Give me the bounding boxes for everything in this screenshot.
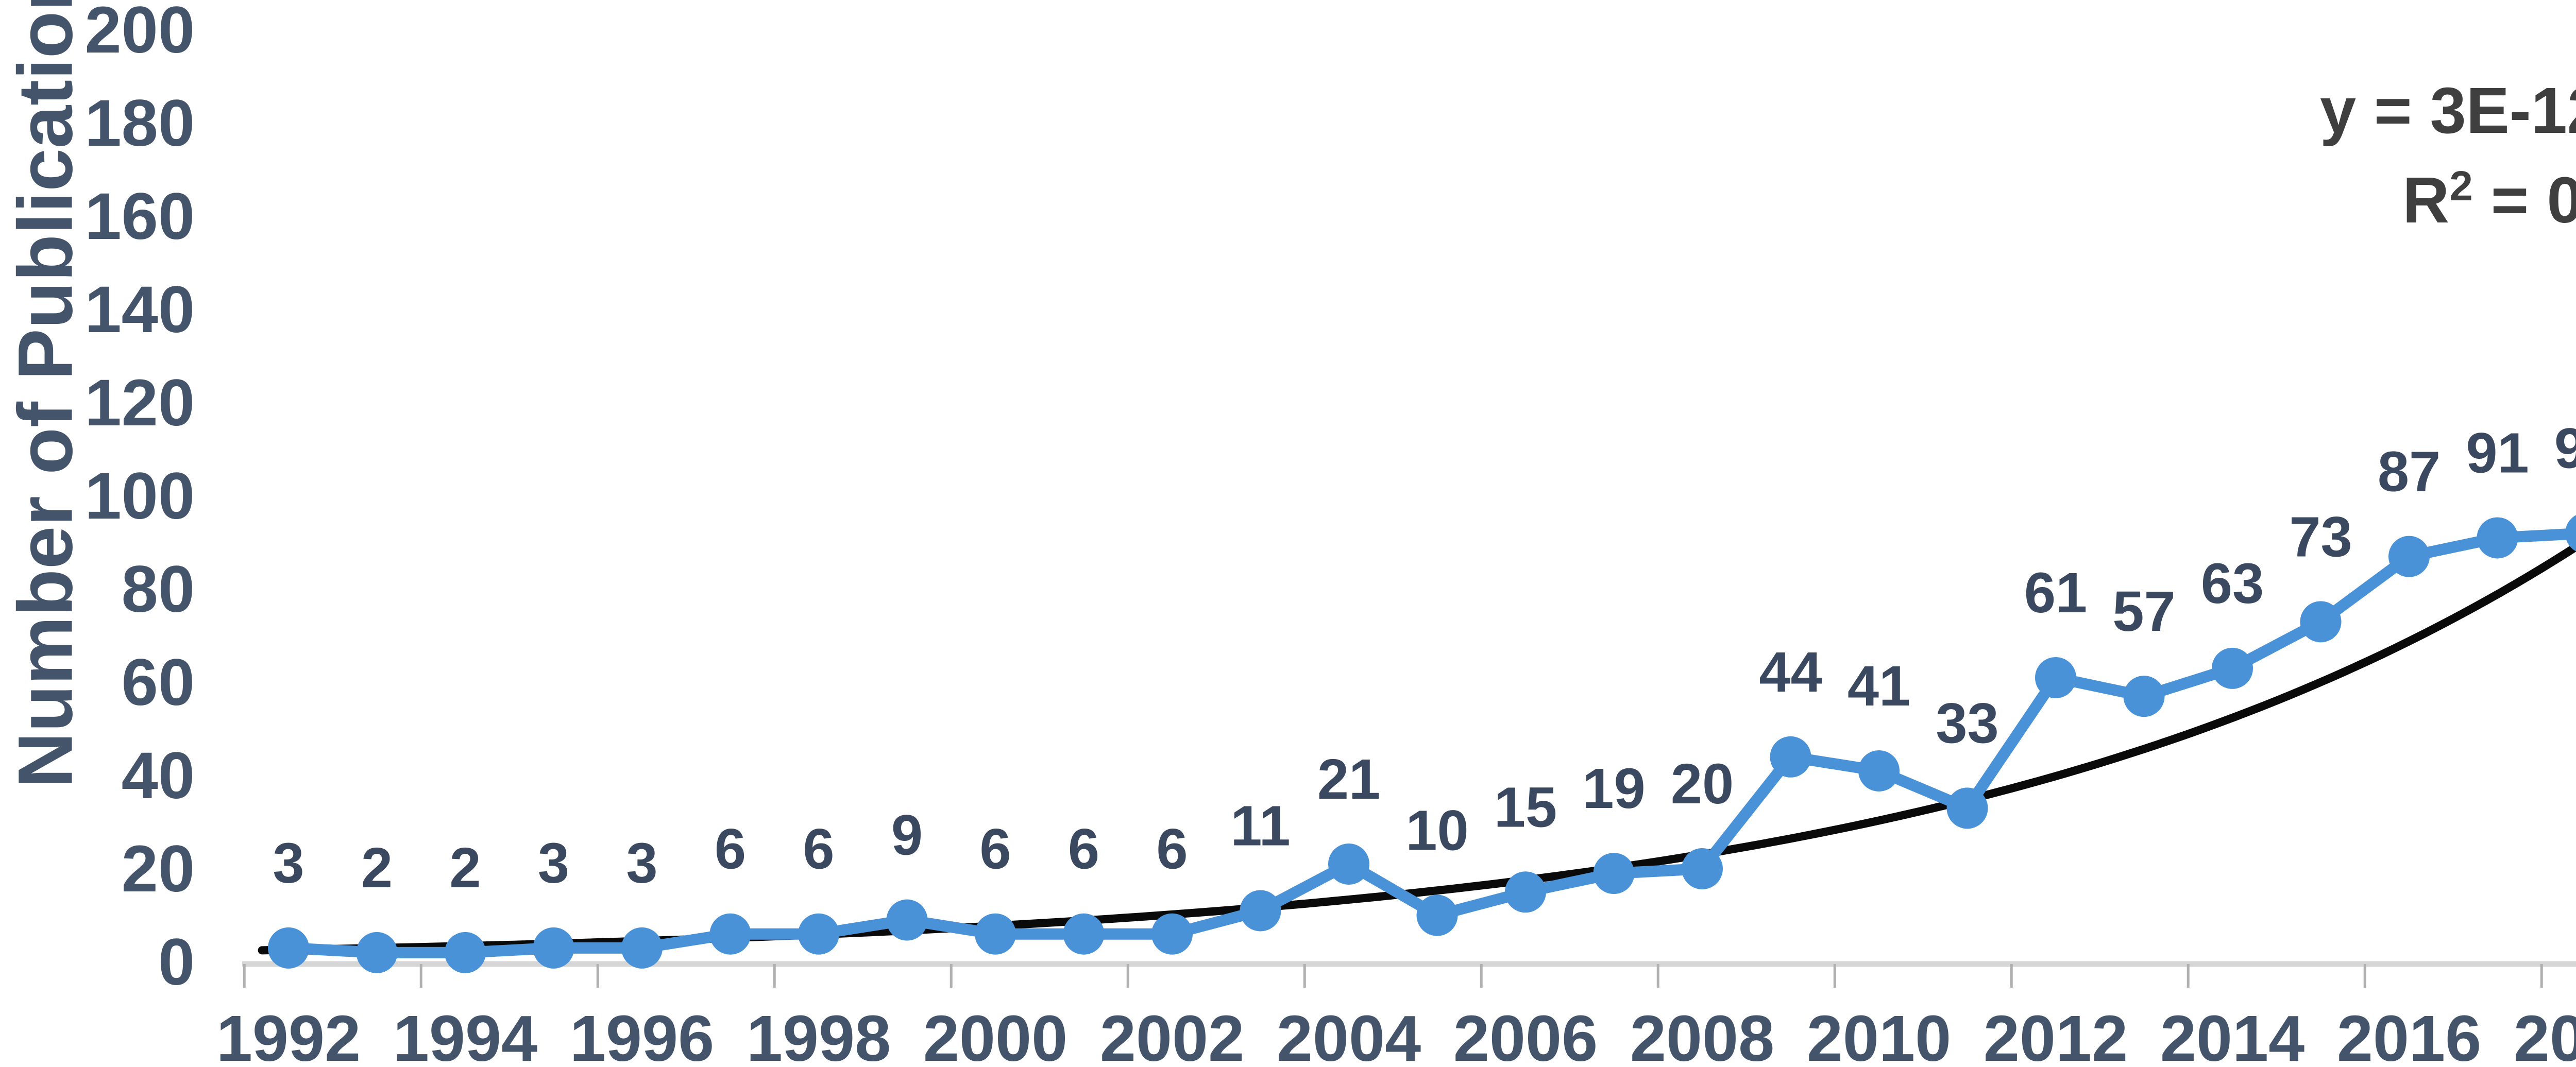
data-label-2012: 61 [2024,561,2087,625]
data-label-2011: 33 [1936,692,1998,755]
data-point-1998 [798,913,839,955]
data-point-2012 [2035,657,2076,698]
data-point-2015 [2300,601,2342,643]
y-tick-label-40: 40 [122,739,195,813]
y-tick-label-180: 180 [84,87,195,160]
y-tick-label-100: 100 [84,459,195,533]
r-squared-exponent: 2 [2449,162,2473,210]
data-label-1996: 3 [626,832,657,895]
y-axis-title: Number of Publication [2,0,89,788]
data-point-2014 [2212,647,2253,689]
x-tick-label-1998: 1998 [747,1002,891,1067]
data-label-1992: 3 [273,832,304,895]
data-point-2003 [1240,890,1281,932]
data-label-2016: 87 [2378,440,2441,504]
data-point-2006 [1505,871,1546,913]
y-tick-label-120: 120 [84,366,195,440]
data-point-2005 [1416,894,1458,936]
data-label-2007: 19 [1582,757,1645,820]
data-point-1993 [356,932,398,973]
data-label-1999: 9 [891,804,923,867]
x-tick-label-2016: 2016 [2337,1002,2481,1067]
trendline-equation: y = 3E-121e0.1398x R2 = 0.9463 [2320,66,2576,245]
data-label-1998: 6 [803,818,834,881]
x-tick-label-1992: 1992 [216,1002,361,1067]
x-tick-label-1996: 1996 [570,1002,714,1067]
data-label-2009: 44 [1759,641,1822,704]
data-label-2002: 6 [1156,818,1188,881]
y-tick-label-0: 0 [158,925,195,999]
data-point-1995 [533,927,574,969]
data-label-2013: 57 [2112,580,2175,643]
data-point-2000 [975,913,1016,955]
data-point-1992 [268,927,309,969]
data-point-1997 [709,913,751,955]
data-label-1994: 2 [449,836,481,900]
data-label-1995: 3 [538,832,569,895]
data-point-2018 [2565,515,2576,552]
data-point-1999 [886,899,928,941]
data-point-2004 [1328,843,1369,885]
data-point-2013 [2123,676,2165,717]
x-tick-label-2014: 2014 [2160,1002,2304,1067]
data-label-2006: 15 [1494,776,1557,839]
x-tick-label-2004: 2004 [1277,1002,1421,1067]
data-label-2018: 92 [2554,417,2576,480]
data-point-2002 [1151,913,1193,955]
r-squared-line: R2 = 0.9463 [2402,162,2576,236]
trendline-equation-line: y = 3E-121e0.1398x [2319,74,2576,147]
y-tick-label-60: 60 [122,646,195,719]
data-label-2015: 73 [2289,505,2352,569]
data-point-2008 [1682,848,1723,889]
data-point-2001 [1063,913,1105,955]
data-label-2000: 6 [979,818,1011,881]
data-point-1994 [445,932,486,973]
x-tick-label-2018: 2018 [2514,1002,2576,1067]
data-label-2017: 91 [2466,421,2529,485]
data-label-2004: 21 [1317,748,1380,811]
x-tick-label-2008: 2008 [1630,1002,1774,1067]
x-tick-label-2002: 2002 [1100,1002,1244,1067]
y-tick-label-80: 80 [122,553,195,626]
data-label-2001: 6 [1068,818,1099,881]
data-label-2014: 63 [2201,552,2264,615]
x-tick-label-2010: 2010 [1807,1002,1951,1067]
data-point-2009 [1770,736,1811,778]
y-tick-label-200: 200 [84,0,195,67]
data-label-2010: 41 [1848,655,1910,718]
data-point-2011 [1946,787,1988,829]
data-point-2007 [1593,853,1635,894]
x-tick-label-2000: 2000 [923,1002,1067,1067]
x-tick-label-1994: 1994 [393,1002,537,1067]
data-label-2008: 20 [1671,752,1734,816]
data-point-2017 [2477,517,2518,559]
data-point-2016 [2388,536,2430,577]
data-label-1997: 6 [715,818,746,881]
y-tick-label-140: 140 [84,273,195,347]
data-label-2003: 11 [1230,794,1290,857]
y-tick-label-20: 20 [122,832,195,906]
data-point-1996 [621,927,663,969]
data-label-1993: 2 [361,836,393,900]
x-tick-label-2012: 2012 [1984,1002,2128,1067]
x-tick-label-2006: 2006 [1453,1002,1598,1067]
data-label-2005: 10 [1405,799,1468,863]
y-tick-label-160: 160 [84,180,195,253]
data-point-2010 [1858,750,1900,791]
